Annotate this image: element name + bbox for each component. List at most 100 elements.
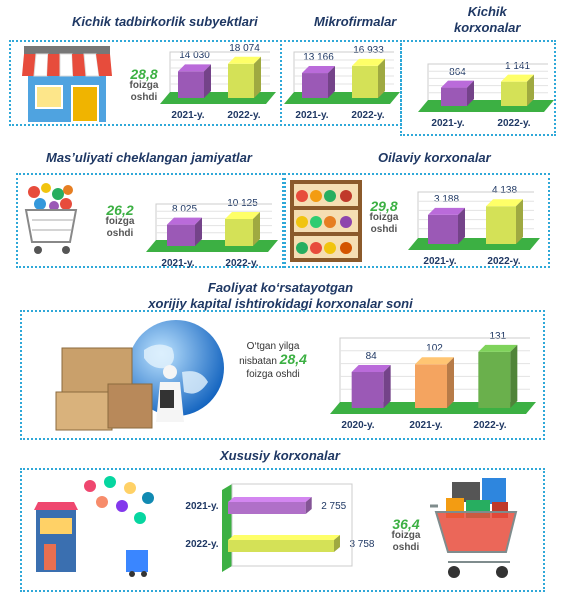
title-xususiy: Xususiy korxonalar (220, 448, 340, 463)
chart-floor (222, 484, 232, 572)
globe-boxes-icon (55, 320, 224, 431)
growth-kichik-tadbirkorlik: 28,8 foizga oshdi (122, 66, 166, 104)
grocery-shelf-icon (290, 180, 362, 262)
title-line-2: xorijiy kapital ishtirokidagi korxonalar… (148, 296, 413, 311)
note-line-1: O‘tgan yilga (246, 341, 300, 352)
cart-electronics-icon (430, 478, 518, 578)
category-label: 2022-y. (497, 118, 531, 129)
note-line-3: foizga oshdi (246, 369, 300, 380)
category-label: 2021-y. (161, 258, 195, 269)
category-label: 2022-y. (351, 110, 385, 121)
panel-oilaviy (284, 173, 550, 268)
category-label: 2022-y. (487, 256, 521, 267)
growth-value: 28,8 (130, 66, 158, 82)
chart-wall (155, 203, 272, 240)
chart-kichik_tadbirkorlik (160, 51, 276, 104)
chart-wall (169, 51, 270, 92)
chart-floor (284, 92, 400, 104)
chart-floor (160, 92, 276, 104)
growth-value: 26,2 (106, 202, 134, 218)
bar (178, 64, 211, 98)
bar (351, 365, 391, 408)
chart-floor (408, 238, 540, 250)
title-line-2: korxonalar (454, 20, 521, 35)
growth-value: 28,4 (279, 351, 307, 367)
panel-xorijiy (20, 310, 545, 440)
category-label: 2021-y. (171, 110, 205, 121)
title-kichik-tadbirkorlik: Kichik tadbirkorlik subyektlari (72, 14, 258, 29)
bar (486, 199, 523, 244)
chart-wall (339, 337, 530, 402)
category-label: 2021-y. (295, 110, 329, 121)
value-label: 13 166 (303, 52, 334, 64)
growth-value: 36,4 (392, 516, 420, 532)
bar (302, 66, 335, 98)
panel-mchj (16, 173, 284, 268)
bar (167, 217, 202, 246)
chart-wall (417, 191, 534, 238)
category-label: 2022-y. (225, 258, 259, 269)
title-oilaviy: Oilaviy korxonalar (378, 150, 491, 165)
note-prefix: nisbatan (239, 356, 277, 367)
value-label: 8 025 (171, 203, 198, 215)
bar (415, 357, 454, 408)
growth-text: foizga oshdi (105, 216, 135, 239)
growth-text: foizga oshdi (391, 530, 421, 553)
category-label: 2021-y. (185, 501, 219, 512)
category-label: 2020-y. (341, 420, 375, 431)
category-label: 2022-y. (227, 110, 261, 121)
title-line-1: Faoliyat ko‘rsatayotgan (207, 280, 354, 295)
value-label: 84 (365, 351, 377, 362)
chart-floor (418, 100, 554, 112)
chart-wall (293, 51, 394, 92)
category-label: 2021-y. (423, 256, 457, 267)
shopping-cart-icon (24, 183, 78, 254)
title-line-1: Kichik (467, 4, 507, 19)
bar (228, 535, 340, 552)
value-label: 16 933 (353, 44, 384, 56)
panel-kichik-korxonalar (400, 40, 556, 136)
bar (501, 74, 534, 106)
note-line-2: nisbatan 28,4 (228, 351, 318, 368)
value-label: 1 141 (504, 60, 531, 72)
chart-wall (231, 483, 353, 567)
title-mchj: Mas’uliyati cheklangan jamiyatlar (46, 150, 252, 165)
title-mikrofirmalar: Mikrofirmalar (314, 14, 397, 29)
value-label: 14 030 (179, 50, 210, 62)
title-kichik-korxonalar: Kichik korxonalar (454, 4, 520, 36)
value-label: 2 755 (321, 501, 347, 512)
panel-xususiy (20, 468, 545, 592)
growth-xususiy: 36,4 foizga oshdi (385, 516, 427, 554)
bar (441, 80, 474, 106)
chart-oilaviy (408, 191, 540, 250)
shop-icon (22, 46, 112, 123)
value-label: 3 188 (433, 193, 460, 205)
chart-kichik_korxonalar (418, 63, 554, 112)
value-label: 131 (489, 330, 507, 342)
chart-floor (146, 240, 278, 252)
growth-text: foizga oshdi (129, 80, 159, 103)
category-label: 2022-y. (185, 539, 219, 550)
value-label: 3 758 (349, 539, 375, 550)
value-label: 102 (426, 343, 443, 355)
chart-xorijiy (330, 337, 536, 414)
value-label: 4 138 (491, 185, 518, 197)
chart-wall (427, 63, 548, 100)
title-xorijiy: Faoliyat ko‘rsatayotgan xorijiy kapital … (0, 280, 561, 312)
bar (428, 207, 465, 244)
growth-oilaviy: 29,8 foizga oshdi (364, 198, 404, 236)
category-label: 2021-y. (431, 118, 465, 129)
value-label: 864 (449, 66, 466, 78)
value-label: 18 074 (229, 42, 260, 54)
chart-xususiy (222, 483, 353, 572)
bar (228, 497, 312, 514)
growth-mchj: 26,2 foizga oshdi (100, 202, 140, 240)
growth-value: 29,8 (370, 198, 398, 214)
bar (228, 56, 261, 98)
chart-mikrofirmalar (284, 51, 400, 104)
category-label: 2022-y. (473, 420, 507, 431)
category-label: 2021-y. (409, 420, 443, 431)
growth-text: foizga oshdi (369, 212, 399, 235)
online-shopping-icon (34, 476, 154, 577)
bar (352, 58, 385, 98)
